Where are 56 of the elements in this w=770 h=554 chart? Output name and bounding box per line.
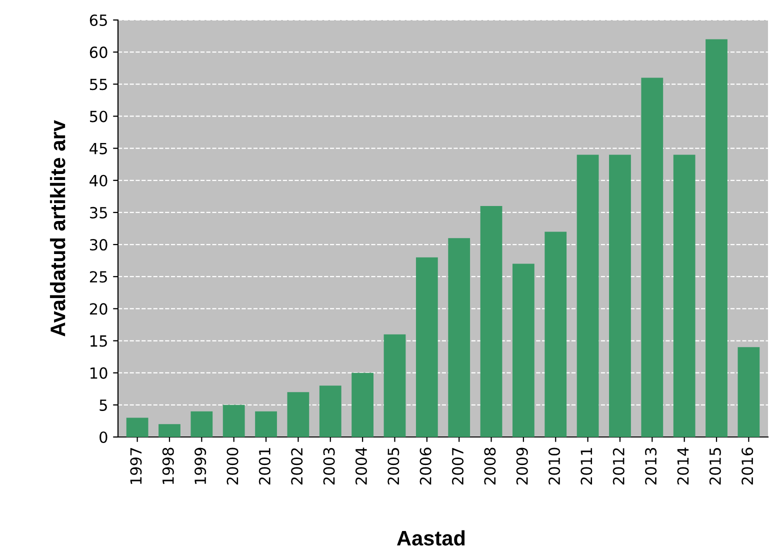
y-tick-label: 55 bbox=[90, 78, 107, 90]
x-tick-label: 2009 bbox=[516, 448, 528, 484]
bar bbox=[222, 404, 245, 437]
x-tick-label: 1998 bbox=[162, 448, 174, 484]
y-tick-label: 15 bbox=[90, 335, 107, 347]
bar bbox=[448, 238, 470, 437]
y-tick-label: 45 bbox=[90, 142, 107, 154]
y-tick-label: 10 bbox=[90, 367, 108, 379]
x-tick-label: 2007 bbox=[452, 448, 464, 484]
y-tick-label: 20 bbox=[90, 303, 108, 315]
x-tick-label: 2012 bbox=[612, 448, 624, 484]
bar bbox=[706, 39, 728, 437]
bar bbox=[673, 154, 696, 437]
bar bbox=[384, 334, 406, 437]
y-tick-label: 30 bbox=[90, 239, 108, 251]
bar bbox=[126, 418, 148, 437]
bar bbox=[544, 232, 567, 437]
bar bbox=[480, 206, 502, 437]
x-tick-label: 2010 bbox=[548, 448, 560, 484]
y-tick-label: 0 bbox=[100, 431, 108, 444]
x-tick-label: 2006 bbox=[420, 448, 432, 484]
y-axis-title: Avaldatud artiklite arv bbox=[50, 120, 66, 336]
x-tick-label: 2016 bbox=[742, 448, 754, 484]
bar bbox=[158, 424, 180, 437]
x-tick-label: 2013 bbox=[645, 448, 657, 484]
y-tick-label: 5 bbox=[100, 400, 107, 411]
x-tick-label: 1999 bbox=[194, 448, 206, 484]
x-tick-label: 2014 bbox=[677, 448, 689, 484]
bar bbox=[319, 386, 342, 437]
x-tick-label: 2000 bbox=[226, 448, 238, 484]
y-tick-label: 50 bbox=[90, 110, 108, 122]
bar bbox=[287, 392, 310, 437]
x-tick-label: 2004 bbox=[355, 448, 367, 484]
y-tick-label: 35 bbox=[90, 206, 107, 218]
bar bbox=[609, 154, 631, 437]
x-axis-title: Aastad bbox=[396, 530, 465, 546]
x-tick-label: 2008 bbox=[484, 448, 496, 484]
y-tick-label: 25 bbox=[90, 271, 107, 283]
x-tick-label: 2001 bbox=[258, 448, 270, 484]
y-tick-label: 65 bbox=[90, 14, 107, 26]
y-tick-label: 60 bbox=[90, 46, 108, 58]
bar bbox=[576, 154, 599, 437]
x-tick-label: 2002 bbox=[291, 448, 303, 484]
bar bbox=[512, 264, 534, 437]
x-tick-label: 2011 bbox=[580, 448, 592, 484]
x-tick-label: 2015 bbox=[709, 448, 721, 484]
bar bbox=[416, 257, 438, 437]
bar bbox=[738, 347, 760, 437]
x-tick-label: 2003 bbox=[323, 448, 335, 484]
bar bbox=[352, 372, 374, 437]
bar bbox=[255, 411, 277, 437]
bar bbox=[190, 411, 213, 437]
x-tick-label: 1997 bbox=[130, 448, 142, 484]
bar bbox=[641, 78, 664, 437]
x-tick-label: 2005 bbox=[388, 448, 400, 484]
y-tick-label: 40 bbox=[90, 174, 108, 186]
